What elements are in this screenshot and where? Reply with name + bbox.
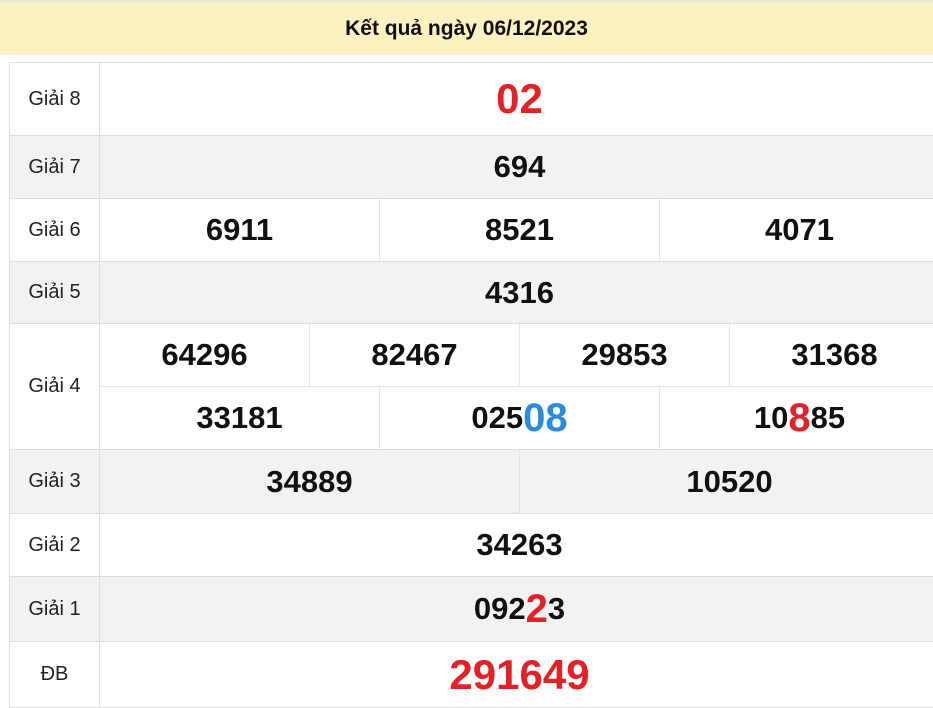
- prize-number: 6911: [100, 199, 379, 261]
- prize-label: Giải 8: [10, 63, 100, 135]
- prize-number: 291649: [100, 642, 933, 707]
- number-line: 02: [100, 63, 933, 135]
- prize-row: Giải 8 02: [10, 63, 933, 136]
- number-digits: 31368: [791, 337, 878, 372]
- prize-number: 29853: [519, 324, 729, 386]
- prize-row: Giải 3 34889 10520: [10, 450, 933, 514]
- number-digits: 092: [473, 591, 526, 626]
- prize-number: 694: [100, 136, 933, 198]
- number-digits: 025: [471, 400, 524, 435]
- prize-values: 02: [100, 63, 933, 135]
- prize-values: 694: [100, 136, 933, 198]
- number-line: 092 2 3: [100, 577, 933, 641]
- highlighted-digits: 8: [788, 395, 811, 440]
- prize-number: 64296: [100, 324, 309, 386]
- prize-number: 10520: [519, 450, 933, 513]
- prize-values: 34889 10520: [100, 450, 933, 513]
- number-digits: 4316: [485, 274, 554, 310]
- prize-number: 092 2 3: [100, 577, 933, 641]
- number-digits: 02: [496, 75, 543, 122]
- prize-row: Giải 7 694: [10, 136, 933, 199]
- number-digits: 4071: [765, 212, 834, 247]
- prize-number: 025 08: [379, 387, 659, 449]
- prize-label: Giải 4: [10, 324, 100, 449]
- prize-values: 6911 8521 4071: [100, 199, 933, 261]
- number-line: 6911 8521 4071: [100, 199, 933, 261]
- prize-number: 82467: [309, 324, 519, 386]
- highlighted-digits: 08: [523, 395, 568, 440]
- prize-row: Giải 4 64296 82467 29853 31368 33181 025 08 10 8 8…: [10, 324, 933, 450]
- prize-number: 8521: [379, 199, 659, 261]
- prize-label: Giải 1: [10, 577, 100, 641]
- results-date-header: Kết quả ngày 06/12/2023: [0, 0, 933, 55]
- number-digits: 82467: [371, 337, 458, 372]
- prize-row: ĐB 291649: [10, 642, 933, 708]
- prize-row: Giải 1 092 2 3: [10, 577, 933, 642]
- number-line: 291649: [100, 642, 933, 707]
- number-digits: 64296: [161, 337, 248, 372]
- prize-row: Giải 5 4316: [10, 262, 933, 324]
- number-line: 4316: [100, 262, 933, 323]
- number-digits: 8521: [485, 212, 554, 247]
- number-digits: 29853: [581, 337, 668, 372]
- prize-values: 64296 82467 29853 31368 33181 025 08 10 8 85: [100, 324, 933, 449]
- prize-values: 4316: [100, 262, 933, 323]
- prize-label: Giải 3: [10, 450, 100, 513]
- prize-values: 291649: [100, 642, 933, 707]
- prize-values: 34263: [100, 514, 933, 576]
- highlighted-digits: 2: [525, 586, 548, 631]
- number-digits: 10520: [686, 463, 773, 499]
- lottery-results-table: Giải 8 02 Giải 7 694 Giải 6 6911 8521 4071 Giải …: [9, 62, 933, 708]
- number-digits-suffix: 85: [810, 400, 846, 435]
- number-digits: 34889: [266, 463, 353, 499]
- prize-number: 34889: [100, 450, 519, 513]
- prize-number: 02: [100, 63, 933, 135]
- number-digits: 10: [753, 400, 789, 435]
- prize-label: Giải 2: [10, 514, 100, 576]
- number-digits: 6911: [205, 212, 274, 247]
- number-line: 34263: [100, 514, 933, 576]
- prize-number: 4316: [100, 262, 933, 323]
- number-line: 64296 82467 29853 31368: [100, 324, 933, 386]
- number-digits: 694: [493, 149, 546, 184]
- prize-row: Giải 6 6911 8521 4071: [10, 199, 933, 262]
- prize-number: 31368: [729, 324, 933, 386]
- prize-values: 092 2 3: [100, 577, 933, 641]
- number-digits: 291649: [449, 650, 590, 698]
- number-digits-suffix: 3: [547, 591, 566, 626]
- number-digits: 33181: [196, 400, 283, 435]
- prize-label: Giải 6: [10, 199, 100, 261]
- prize-row: Giải 2 34263: [10, 514, 933, 577]
- prize-number: 33181: [100, 387, 379, 449]
- prize-label: ĐB: [10, 642, 100, 707]
- prize-number: 10 8 85: [659, 387, 933, 449]
- prize-label: Giải 7: [10, 136, 100, 198]
- prize-label: Giải 5: [10, 262, 100, 323]
- number-line: 34889 10520: [100, 450, 933, 513]
- prize-number: 4071: [659, 199, 933, 261]
- number-line: 694: [100, 136, 933, 198]
- prize-number: 34263: [100, 514, 933, 576]
- number-digits: 34263: [476, 527, 563, 562]
- number-line: 33181 025 08 10 8 85: [100, 386, 933, 449]
